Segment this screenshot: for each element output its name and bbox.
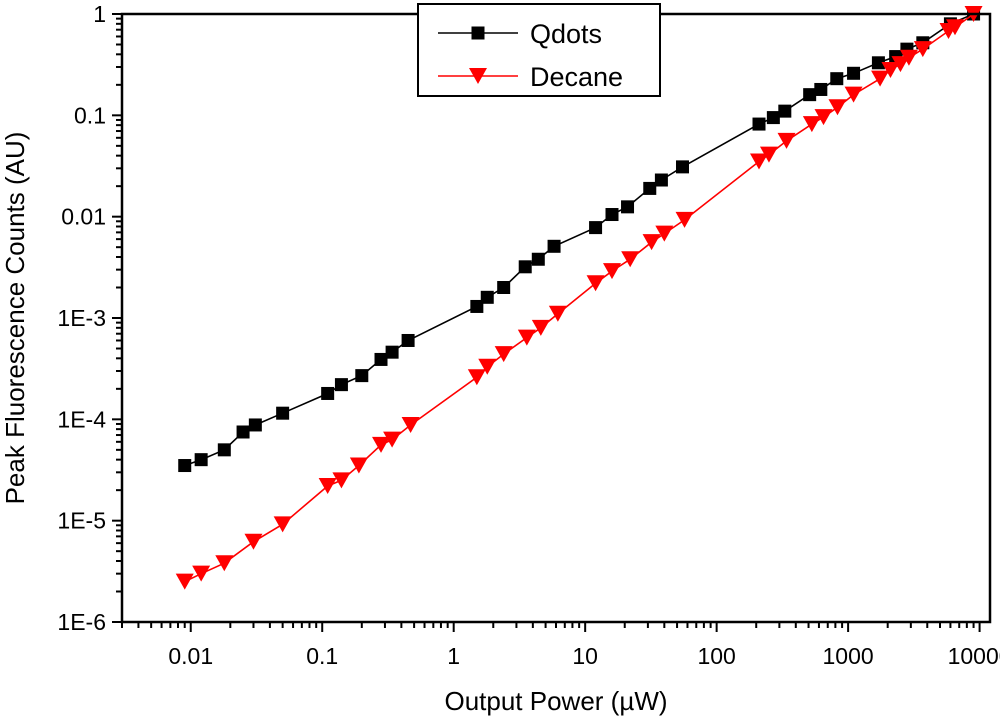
y-tick-label: 0.01: [61, 204, 106, 230]
data-point-decane: [675, 211, 694, 228]
data-point-qdots: [621, 200, 635, 214]
y-tick-label: 1: [93, 1, 106, 27]
data-point-qdots: [217, 443, 231, 457]
data-point-decane: [192, 565, 211, 582]
x-tick-label: 1: [447, 643, 460, 669]
data-point-qdots: [276, 406, 290, 420]
data-point-decane: [655, 225, 674, 242]
data-point-decane: [871, 70, 890, 87]
data-point-decane: [913, 41, 932, 58]
data-point-decane: [777, 132, 796, 149]
legend-item-decane: Decane: [438, 62, 623, 92]
data-point-decane: [945, 19, 964, 36]
data-point-qdots: [531, 252, 545, 266]
data-point-qdots: [518, 260, 532, 274]
legend-item-qdots: Qdots: [438, 19, 602, 49]
x-tick-label: 100: [697, 643, 735, 669]
data-point-qdots: [497, 280, 511, 294]
data-point-qdots: [178, 459, 192, 473]
legend-box: [417, 3, 661, 97]
data-point-decane: [175, 573, 194, 590]
data-point-qdots: [643, 181, 657, 195]
data-point-decane: [531, 319, 550, 336]
legend-label: Qdots: [530, 19, 602, 49]
data-point-decane: [881, 62, 900, 79]
data-point-qdots: [766, 111, 780, 125]
x-tick-label: 1000: [823, 643, 874, 669]
data-point-qdots: [321, 386, 335, 400]
data-point-qdots: [385, 345, 399, 359]
data-point-qdots: [847, 66, 861, 80]
data-point-decane: [494, 346, 513, 363]
data-point-qdots: [778, 104, 792, 118]
data-point-decane: [383, 431, 402, 448]
data-point-decane: [642, 234, 661, 251]
x-tick-label: 10: [572, 643, 598, 669]
data-point-decane: [899, 49, 918, 66]
data-point-decane: [586, 275, 605, 292]
tick-labels: 0.01 0.1 1 10 100 1000 10000 1 0.1 0.01 1E-3 1E-4 1E…: [57, 1, 1000, 669]
data-point-qdots: [401, 333, 415, 347]
data-point-qdots: [814, 82, 828, 96]
y-tick-label: 0.1: [74, 102, 106, 128]
data-point-qdots: [589, 221, 603, 235]
y-axis-title: Peak Fluorescence Counts (AU): [0, 132, 30, 505]
data-point-decane: [603, 263, 622, 280]
data-point-qdots: [830, 72, 844, 86]
data-point-qdots: [803, 88, 817, 102]
data-point-decane: [828, 99, 847, 116]
data-point-qdots: [470, 299, 484, 313]
data-point-decane: [891, 56, 910, 73]
y-tick-label: 1E-6: [57, 609, 106, 635]
data-point-decane: [844, 86, 863, 103]
x-tick-label: 10000: [948, 643, 1000, 669]
legend-label: Decane: [530, 62, 623, 92]
data-point-decane: [244, 533, 263, 550]
legend-marker: [471, 26, 485, 40]
y-tick-label: 1E-3: [57, 305, 106, 331]
data-point-qdots: [355, 369, 369, 383]
data-point-decane: [621, 251, 640, 268]
data-point-decane: [802, 116, 821, 133]
data-point-decane: [750, 153, 769, 170]
y-tick-label: 1E-4: [57, 406, 106, 432]
data-point-decane: [517, 329, 536, 346]
x-axis-title: Output Power (µW): [444, 686, 667, 716]
data-point-qdots: [871, 56, 885, 70]
data-point-decane: [318, 477, 337, 494]
data-point-decane: [332, 472, 351, 489]
legend: Qdots Decane: [417, 3, 661, 97]
data-point-decane: [273, 516, 292, 533]
data-point-decane: [759, 146, 778, 163]
data-point-qdots: [752, 117, 766, 131]
data-point-qdots: [236, 425, 250, 439]
y-tick-label: 1E-5: [57, 508, 106, 534]
data-point-qdots: [248, 418, 262, 432]
series-layer: [175, 6, 983, 590]
data-point-qdots: [374, 352, 388, 366]
data-point-qdots: [480, 290, 494, 304]
data-point-decane: [372, 436, 391, 453]
data-point-qdots: [334, 378, 348, 392]
data-point-decane: [215, 555, 234, 572]
x-tick-label: 0.01: [168, 643, 213, 669]
data-point-decane: [478, 358, 497, 375]
data-point-qdots: [194, 453, 208, 467]
data-point-decane: [814, 109, 833, 126]
data-point-decane: [467, 369, 486, 386]
data-point-qdots: [547, 239, 561, 253]
legend-items: Qdots Decane: [438, 19, 623, 92]
series-decane: [175, 6, 983, 590]
data-point-decane: [401, 416, 420, 433]
data-point-decane: [548, 305, 567, 322]
data-point-qdots: [654, 173, 668, 187]
data-point-qdots: [676, 160, 690, 174]
data-point-qdots: [605, 208, 619, 222]
legend-marker: [469, 68, 487, 84]
x-tick-label: 0.1: [306, 643, 338, 669]
data-point-decane: [349, 457, 368, 474]
